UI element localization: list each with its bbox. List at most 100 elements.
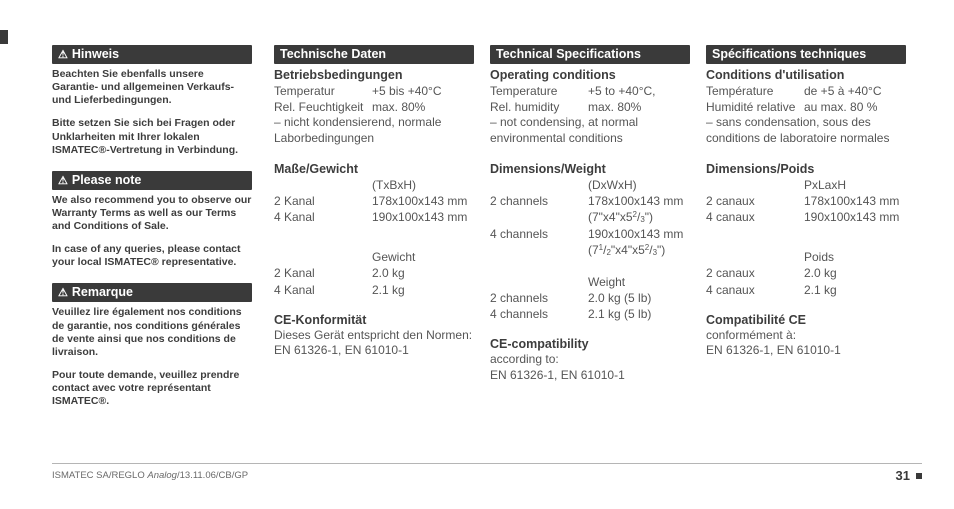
- en-ce-head: CE-compatibility: [490, 337, 690, 351]
- fr-hum-label: Humidité relative: [706, 99, 804, 115]
- en-ch2-label-w: 2 channels: [490, 290, 588, 306]
- warning-icon: ⚠: [58, 174, 68, 187]
- fr-ce: Compatibilité CE conformément à: EN 6132…: [706, 313, 906, 359]
- fr-title: Spécifications techniques: [706, 45, 906, 64]
- please-note-text-2: In case of any queries, please contact y…: [52, 243, 252, 269]
- please-note-text-1: We also recommend you to observe our War…: [52, 194, 252, 233]
- de-dimensions: Maße/Gewicht (TxBxH) 2 Kanal178x100x143 …: [274, 162, 474, 226]
- fr-ce-std: EN 61326-1, EN 61010-1: [706, 343, 906, 359]
- en-ch2-dim: 178x100x143 mm: [588, 193, 690, 209]
- de-title: Technische Daten: [274, 45, 474, 64]
- en-ch4-inches: (71/2"x4"x52/3"): [588, 242, 690, 259]
- en-temp-label: Temperature: [490, 83, 588, 99]
- de-ch4-label-w: 4 Kanal: [274, 282, 372, 298]
- page-marker-icon: [916, 473, 922, 479]
- french-column: Spécifications techniques Conditions d'u…: [706, 45, 906, 374]
- en-ce-text: according to:: [490, 352, 690, 368]
- fr-ch2-label-w: 2 canaux: [706, 265, 804, 281]
- en-cond-head: Operating conditions: [490, 68, 690, 82]
- fr-conditions: Conditions d'utilisation Températurede +…: [706, 68, 906, 147]
- en-title: Technical Specifications: [490, 45, 690, 64]
- remarque-text-2: Pour toute demande, veuillez prendre con…: [52, 369, 252, 408]
- fr-cond-note: – sans condensation, sous des conditions…: [706, 115, 906, 146]
- en-ch4-dim: 190x100x143 mm: [588, 226, 690, 242]
- de-ce-std: EN 61326-1, EN 61010-1: [274, 343, 474, 359]
- fr-ch2-w: 2.0 kg: [804, 265, 906, 281]
- fr-dimensions: Dimensions/Poids PxLaxH 2 canaux178x100x…: [706, 162, 906, 226]
- fr-dim-head: Dimensions/Poids: [706, 162, 906, 176]
- de-hum-label: Rel. Feuchtigkeit: [274, 99, 372, 115]
- binding-mark: [0, 30, 8, 44]
- en-dim-head: Dimensions/Weight: [490, 162, 690, 176]
- fr-ch4-label-w: 4 canaux: [706, 282, 804, 298]
- hinweis-text-2: Bitte setzen Sie sich bei Fragen oder Un…: [52, 117, 252, 156]
- remarque-header: ⚠ Remarque: [52, 283, 252, 302]
- de-ch2-label: 2 Kanal: [274, 193, 372, 209]
- fr-temp-label: Température: [706, 83, 804, 99]
- warning-icon: ⚠: [58, 48, 68, 61]
- en-weight-label: Weight: [588, 274, 690, 290]
- notes-column: ⚠ Hinweis Beachten Sie ebenfalls unsere G…: [52, 45, 252, 418]
- de-ch4-label: 4 Kanal: [274, 209, 372, 225]
- en-cond-note: – not condensing, at normal environmenta…: [490, 115, 690, 146]
- de-cond-note: – nicht kondensierend, normale Laborbedi…: [274, 115, 474, 146]
- en-ce-std: EN 61326-1, EN 61010-1: [490, 368, 690, 384]
- de-ch2-w: 2.0 kg: [372, 265, 474, 281]
- de-ch4-w: 2.1 kg: [372, 282, 474, 298]
- en-ch2-label: 2 channels: [490, 193, 588, 209]
- en-ch4-label-w: 4 channels: [490, 306, 588, 322]
- fr-ch2-dim: 178x100x143 mm: [804, 193, 906, 209]
- en-ce: CE-compatibility according to: EN 61326-…: [490, 337, 690, 383]
- en-ch2-w: 2.0 kg (5 lb): [588, 290, 690, 306]
- english-column: Technical Specifications Operating condi…: [490, 45, 690, 398]
- page-number: 31: [896, 468, 922, 483]
- de-ch4-dim: 190x100x143 mm: [372, 209, 474, 225]
- fr-ch4-dim: 190x100x143 mm: [804, 209, 906, 225]
- de-dim-head: Maße/Gewicht: [274, 162, 474, 176]
- fr-ce-head: Compatibilité CE: [706, 313, 906, 327]
- hinweis-title: Hinweis: [72, 47, 119, 61]
- footer-text: ISMATEC SA/REGLO Analog/13.11.06/CB/GP: [52, 470, 248, 481]
- de-cond-head: Betriebsbedingungen: [274, 68, 474, 82]
- de-temp-label: Temperatur: [274, 83, 372, 99]
- warning-icon: ⚠: [58, 286, 68, 299]
- fr-ch4-w: 2.1 kg: [804, 282, 906, 298]
- fr-cond-head: Conditions d'utilisation: [706, 68, 906, 82]
- en-weight: Weight 2 channels2.0 kg (5 lb) 4 channel…: [490, 274, 690, 323]
- fr-ce-text: conformément à:: [706, 328, 906, 344]
- en-hum-val: max. 80%: [588, 99, 690, 115]
- en-conditions: Operating conditions Temperature+5 to +4…: [490, 68, 690, 147]
- en-dim-unit: (DxWxH): [588, 177, 690, 193]
- en-temp-val: +5 to +40°C,: [588, 83, 690, 99]
- fr-temp-val: de +5 à +40°C: [804, 83, 906, 99]
- en-ch2-inches: (7"x4"x52/3"): [588, 209, 690, 226]
- fr-ch2-label: 2 canaux: [706, 193, 804, 209]
- en-hum-label: Rel. humidity: [490, 99, 588, 115]
- en-dimensions: Dimensions/Weight (DxWxH) 2 channels178x…: [490, 162, 690, 259]
- en-ch4-w: 2.1 kg (5 lb): [588, 306, 690, 322]
- hinweis-text-1: Beachten Sie ebenfalls unsere Garantie- …: [52, 68, 252, 107]
- remarque-title: Remarque: [72, 285, 133, 299]
- fr-weight: Poids 2 canaux2.0 kg 4 canaux2.1 kg: [706, 249, 906, 298]
- de-temp-val: +5 bis +40°C: [372, 83, 474, 99]
- remarque-text-1: Veuillez lire également nos conditions d…: [52, 306, 252, 359]
- german-column: Technische Daten Betriebsbedingungen Tem…: [274, 45, 474, 374]
- fr-weight-label: Poids: [804, 249, 906, 265]
- fr-hum-val: au max. 80 %: [804, 99, 906, 115]
- de-hum-val: max. 80%: [372, 99, 474, 115]
- please-note-header: ⚠Please note: [52, 171, 252, 190]
- en-ch4-label: 4 channels: [490, 226, 588, 242]
- hinweis-header: ⚠ Hinweis: [52, 45, 252, 64]
- de-ce-head: CE-Konformität: [274, 313, 474, 327]
- de-ch2-dim: 178x100x143 mm: [372, 193, 474, 209]
- de-ch2-label-w: 2 Kanal: [274, 265, 372, 281]
- fr-dim-unit: PxLaxH: [804, 177, 906, 193]
- de-ce-text: Dieses Gerät entspricht den Normen:: [274, 328, 474, 344]
- page-content: ⚠ Hinweis Beachten Sie ebenfalls unsere G…: [52, 45, 922, 465]
- de-dim-unit: (TxBxH): [372, 177, 474, 193]
- fr-ch4-label: 4 canaux: [706, 209, 804, 225]
- de-weight-label: Gewicht: [372, 249, 474, 265]
- de-ce: CE-Konformität Dieses Gerät entspricht d…: [274, 313, 474, 359]
- page-footer: ISMATEC SA/REGLO Analog/13.11.06/CB/GP 3…: [52, 463, 922, 483]
- de-weight: Gewicht 2 Kanal2.0 kg 4 Kanal2.1 kg: [274, 249, 474, 298]
